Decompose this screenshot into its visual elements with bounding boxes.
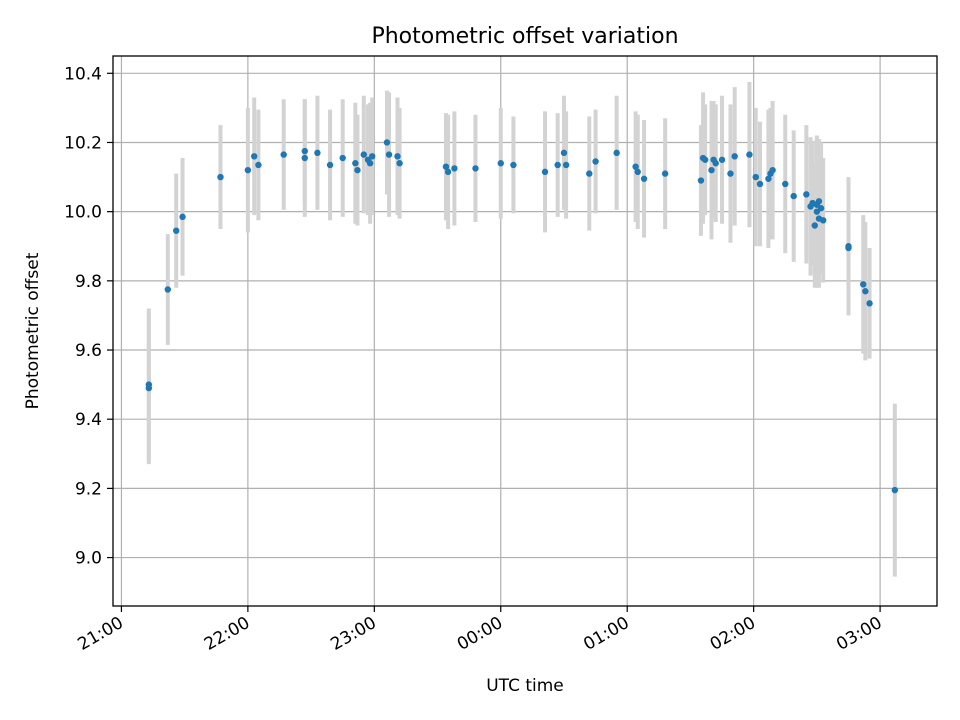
data-point <box>782 180 789 188</box>
data-point <box>339 154 346 162</box>
data-point <box>727 170 734 177</box>
data-point <box>731 153 738 160</box>
data-point <box>472 165 479 172</box>
grid-lines <box>113 56 937 606</box>
data-point <box>383 139 391 146</box>
data-point <box>255 161 262 169</box>
y-tick-label: 10.4 <box>64 64 102 84</box>
data-point <box>145 384 153 392</box>
plot-frame <box>112 55 938 607</box>
data-point <box>301 147 308 155</box>
data-point <box>752 173 759 181</box>
data-point <box>586 170 593 177</box>
data-point <box>891 486 899 494</box>
data-point <box>385 151 393 158</box>
data-point <box>756 180 764 188</box>
data-point <box>562 161 570 169</box>
data-point <box>314 149 321 157</box>
data-point <box>712 160 719 167</box>
y-tick-label: 10.2 <box>64 133 102 153</box>
axis-ticks: 21:00 22:00 23:00 00:00 01:00 02:00 03:009.09.… <box>64 64 885 655</box>
data-point <box>217 173 224 181</box>
data-point <box>451 165 458 172</box>
data-point <box>164 286 171 293</box>
data-point <box>442 163 450 170</box>
data-point <box>541 168 549 176</box>
data-point <box>708 166 715 174</box>
data-point <box>613 149 620 157</box>
data-point <box>366 160 374 167</box>
data-point <box>813 208 821 215</box>
y-tick-label: 9.6 <box>75 341 102 361</box>
data-point <box>444 168 452 176</box>
data-point <box>769 166 776 174</box>
data-point <box>661 170 669 177</box>
data-point <box>634 168 641 176</box>
data-point <box>396 160 403 167</box>
data-point <box>845 244 852 252</box>
data-point <box>560 149 568 157</box>
data-point <box>697 177 705 184</box>
data-points <box>145 139 899 494</box>
y-axis-label: Photometric offset <box>23 252 43 409</box>
data-point <box>866 300 873 307</box>
data-point <box>862 288 869 295</box>
y-tick-label: 9.2 <box>75 479 102 499</box>
data-point <box>746 151 753 158</box>
data-point <box>819 217 827 224</box>
data-point <box>497 160 504 167</box>
y-tick-label: 9.4 <box>75 410 102 430</box>
data-point <box>811 222 818 229</box>
data-point <box>250 153 258 160</box>
data-point <box>179 213 186 221</box>
data-point <box>640 175 648 182</box>
data-point <box>354 166 361 174</box>
y-tick-label: 9.0 <box>75 549 102 569</box>
data-point <box>860 281 867 288</box>
data-point <box>244 166 252 174</box>
data-point <box>510 161 517 169</box>
data-point <box>790 192 797 200</box>
data-point <box>326 161 334 169</box>
data-point <box>718 156 726 163</box>
data-point <box>815 198 823 205</box>
data-point <box>394 153 401 160</box>
data-point <box>301 154 308 162</box>
data-point <box>173 227 180 234</box>
y-tick-label: 9.8 <box>75 272 102 292</box>
data-point <box>592 158 599 165</box>
data-point <box>352 160 359 167</box>
data-point <box>632 163 639 170</box>
chart-title: Photometric offset variation <box>371 24 678 49</box>
data-point <box>360 151 367 158</box>
data-point <box>817 205 825 212</box>
data-point <box>803 191 810 198</box>
data-point <box>701 156 709 163</box>
data-point <box>554 161 561 169</box>
y-tick-label: 10.0 <box>64 203 102 223</box>
data-point <box>280 151 287 158</box>
x-axis-label: UTC time <box>486 676 564 696</box>
data-point <box>369 153 376 160</box>
data-point <box>765 175 772 182</box>
